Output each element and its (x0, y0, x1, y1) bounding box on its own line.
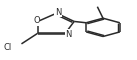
Text: Cl: Cl (4, 44, 12, 52)
Text: N: N (65, 30, 72, 39)
Text: N: N (55, 8, 61, 17)
Text: O: O (33, 16, 40, 25)
